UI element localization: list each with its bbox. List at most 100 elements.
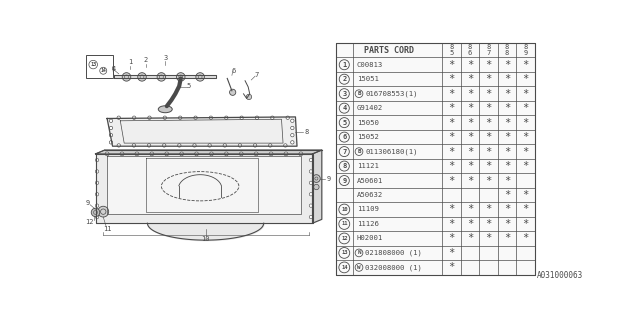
- Text: *: *: [504, 118, 510, 128]
- Circle shape: [238, 144, 242, 147]
- Text: 6: 6: [342, 134, 346, 140]
- Text: 8: 8: [305, 129, 309, 135]
- Text: *: *: [485, 74, 492, 84]
- Text: *: *: [485, 176, 492, 186]
- Text: 15052: 15052: [356, 134, 378, 140]
- Text: *: *: [522, 204, 529, 214]
- Text: *: *: [504, 132, 510, 142]
- Text: *: *: [448, 176, 454, 186]
- Text: *: *: [522, 219, 529, 229]
- Text: 8: 8: [505, 44, 509, 50]
- Text: 9: 9: [342, 178, 346, 184]
- Text: *: *: [485, 103, 492, 113]
- Circle shape: [240, 116, 243, 119]
- Text: *: *: [448, 132, 454, 142]
- Circle shape: [312, 175, 320, 182]
- Text: 9: 9: [524, 50, 528, 56]
- Circle shape: [98, 206, 109, 217]
- Circle shape: [209, 116, 212, 119]
- Text: *: *: [448, 161, 454, 171]
- Text: N: N: [357, 251, 361, 255]
- Text: *: *: [504, 161, 510, 171]
- Text: *: *: [522, 234, 529, 244]
- Text: 3: 3: [163, 55, 168, 61]
- Text: *: *: [504, 234, 510, 244]
- Text: 7: 7: [255, 72, 259, 78]
- Text: *: *: [504, 176, 510, 186]
- Text: 10: 10: [202, 236, 210, 242]
- Text: 9: 9: [326, 176, 331, 181]
- Text: *: *: [485, 234, 492, 244]
- Text: 6: 6: [468, 50, 472, 56]
- Text: *: *: [522, 60, 529, 70]
- Text: *: *: [485, 132, 492, 142]
- Text: 5: 5: [186, 83, 191, 89]
- Text: *: *: [485, 89, 492, 99]
- Text: *: *: [504, 89, 510, 99]
- Polygon shape: [114, 75, 216, 78]
- Circle shape: [157, 73, 166, 81]
- Polygon shape: [95, 154, 312, 223]
- Circle shape: [117, 144, 120, 147]
- Circle shape: [95, 204, 99, 207]
- Text: 13: 13: [90, 62, 96, 67]
- Text: *: *: [485, 60, 492, 70]
- Text: 6: 6: [231, 68, 236, 74]
- Text: 5: 5: [449, 50, 453, 56]
- Text: *: *: [448, 147, 454, 156]
- Text: *: *: [467, 60, 473, 70]
- Circle shape: [309, 204, 313, 207]
- Text: *: *: [467, 161, 473, 171]
- Circle shape: [132, 116, 136, 119]
- Circle shape: [117, 116, 120, 119]
- Text: 8: 8: [449, 44, 453, 50]
- Text: 12: 12: [341, 236, 348, 241]
- Circle shape: [95, 181, 99, 185]
- Circle shape: [309, 158, 313, 162]
- Circle shape: [309, 193, 313, 196]
- Text: 8: 8: [342, 163, 346, 169]
- Text: *: *: [448, 118, 454, 128]
- Text: 8: 8: [505, 50, 509, 56]
- Text: 10: 10: [341, 207, 348, 212]
- Text: *: *: [522, 132, 529, 142]
- Polygon shape: [107, 156, 301, 214]
- Text: *: *: [504, 147, 510, 156]
- Circle shape: [254, 152, 258, 156]
- Text: *: *: [522, 89, 529, 99]
- Text: *: *: [504, 204, 510, 214]
- Text: 12: 12: [85, 219, 93, 225]
- Text: 14: 14: [100, 68, 106, 73]
- Text: *: *: [448, 234, 454, 244]
- Text: *: *: [485, 204, 492, 214]
- Circle shape: [132, 144, 136, 147]
- Circle shape: [253, 144, 257, 147]
- Text: *: *: [504, 103, 510, 113]
- Text: *: *: [504, 190, 510, 200]
- Text: *: *: [467, 118, 473, 128]
- Text: *: *: [504, 60, 510, 70]
- Circle shape: [178, 144, 181, 147]
- Text: 1: 1: [342, 62, 346, 68]
- Circle shape: [299, 152, 303, 156]
- Bar: [336, 43, 535, 275]
- Text: 4: 4: [112, 66, 116, 72]
- Circle shape: [138, 73, 147, 81]
- Text: *: *: [467, 132, 473, 142]
- Text: 4: 4: [342, 105, 346, 111]
- Circle shape: [163, 116, 166, 119]
- Text: *: *: [485, 219, 492, 229]
- Text: *: *: [522, 103, 529, 113]
- Text: 8: 8: [468, 44, 472, 50]
- Circle shape: [180, 152, 184, 156]
- Circle shape: [309, 181, 313, 185]
- Circle shape: [109, 126, 113, 130]
- Text: A50632: A50632: [356, 192, 383, 198]
- Text: *: *: [467, 74, 473, 84]
- Text: *: *: [504, 219, 510, 229]
- Circle shape: [95, 170, 99, 173]
- Ellipse shape: [158, 106, 172, 113]
- Circle shape: [95, 158, 99, 162]
- Polygon shape: [95, 150, 322, 154]
- Text: 3: 3: [342, 91, 346, 97]
